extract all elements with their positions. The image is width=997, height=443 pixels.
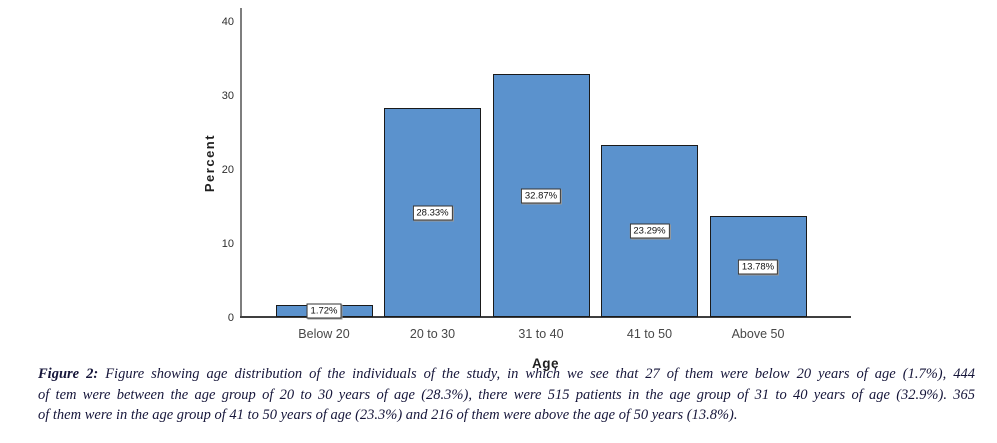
bar-value-label: 28.33%	[412, 205, 453, 221]
x-category-label: 20 to 30	[409, 327, 456, 341]
caption-line-3: of them were in the age group of 41 to 5…	[38, 407, 738, 423]
caption-figure-label: Figure 2:	[38, 366, 99, 382]
bar-value-label: 32.87%	[520, 188, 562, 204]
x-category-label: 41 to 50	[626, 327, 673, 341]
y-axis-line	[240, 8, 242, 318]
x-category-label: Below 20	[298, 327, 350, 341]
caption-line-1-text: Figure showing age distribution of the i…	[105, 366, 975, 382]
x-axis-title: Age	[531, 356, 559, 371]
bar-value-label: 13.78%	[737, 259, 779, 274]
figure-caption: Figure 2: Figure showing age distributio…	[38, 364, 975, 426]
x-category-label: 31 to 40	[518, 327, 564, 341]
bar-value-label: 1.72%	[306, 303, 342, 319]
y-tick-label: 10	[221, 237, 234, 250]
y-tick-label: 20	[221, 163, 234, 176]
y-tick-label: 30	[221, 89, 234, 102]
caption-line-1: Figure 2: Figure showing age distributio…	[38, 364, 975, 385]
y-tick-label: 0	[227, 311, 234, 324]
bar-value-label: 23.29%	[629, 223, 670, 239]
caption-line-2: of tem were between the age group of 20 …	[38, 386, 975, 403]
age-distribution-chart: Percent Age 0 10 20 30 40 1.72% Below 20 28.33%…	[202, 8, 851, 371]
y-tick-label: 40	[221, 15, 234, 28]
x-category-label: Above 50	[731, 327, 785, 341]
